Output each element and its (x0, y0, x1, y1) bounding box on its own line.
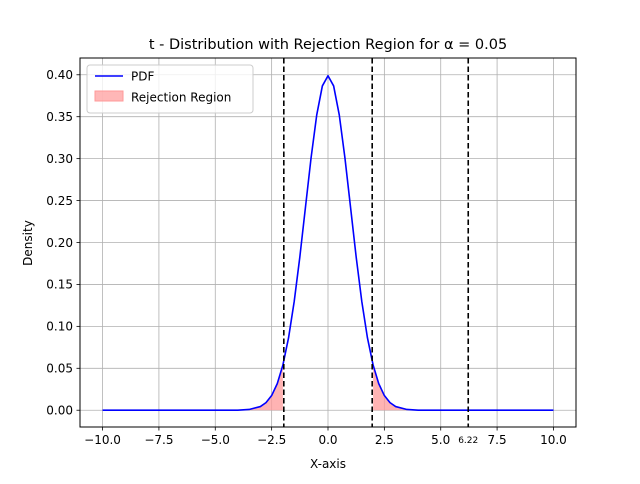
legend-rejection-label: Rejection Region (131, 91, 231, 105)
x-tick-label: 7.5 (488, 433, 507, 447)
x-tick-label: −5.0 (201, 433, 230, 447)
y-tick-label: 0.15 (46, 278, 73, 292)
x-tick-label: −2.5 (257, 433, 286, 447)
legend-rejection-swatch (94, 90, 124, 102)
y-tick-label: 0.00 (46, 404, 73, 418)
chart-title: t - Distribution with Rejection Region f… (149, 37, 507, 53)
x-axis-ticks: −10.0 −7.5 −5.0 −2.5 0.0 2.5 5.0 7.5 10.0 (84, 427, 567, 447)
y-axis-label: Density (21, 220, 35, 266)
rejection-region-left (102, 364, 283, 411)
y-tick-label: 0.30 (46, 152, 73, 166)
legend-frame (86, 64, 254, 114)
legend: PDF Rejection Region (86, 64, 254, 114)
x-tick-label: −7.5 (144, 433, 173, 447)
y-tick-label: 0.10 (46, 320, 73, 334)
rejection-region-right (373, 364, 554, 411)
rejection-region-fills (102, 364, 554, 411)
y-tick-label: 0.35 (46, 110, 73, 124)
critical-value-labels: 6.22 (458, 436, 478, 446)
x-tick-label: 10.0 (540, 433, 567, 447)
y-tick-label: 0.25 (46, 194, 73, 208)
y-axis-ticks: 0.00 0.05 0.10 0.15 0.20 0.25 0.30 0.35 0.40 (46, 68, 80, 418)
y-tick-label: 0.20 (46, 236, 73, 250)
x-tick-label: 0.0 (318, 433, 337, 447)
y-tick-label: 0.40 (46, 68, 73, 82)
pdf-series-line (102, 74, 554, 412)
legend-pdf-label: PDF (131, 70, 154, 84)
x-axis-label: X-axis (310, 457, 346, 471)
x-tick-label: −10.0 (84, 433, 121, 447)
x-tick-label: 2.5 (375, 433, 394, 447)
critical-value-label: 6.22 (458, 436, 478, 446)
x-tick-label: 5.0 (431, 433, 450, 447)
critical-value-lines (283, 58, 470, 427)
series-layer (102, 74, 554, 412)
y-tick-label: 0.05 (46, 362, 73, 376)
